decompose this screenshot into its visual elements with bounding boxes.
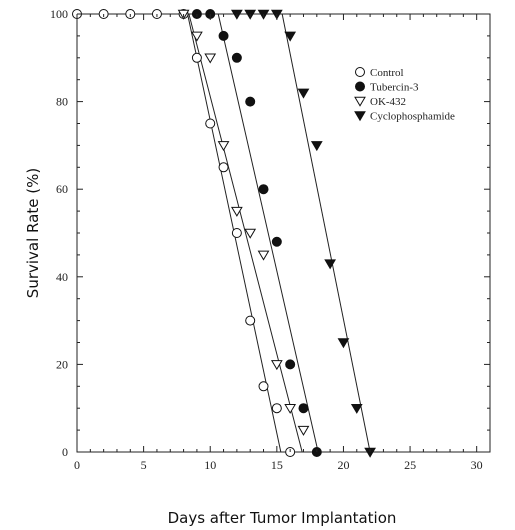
point-control xyxy=(258,381,269,392)
point-tubercin-3 xyxy=(231,52,242,63)
x-tick-label: 10 xyxy=(204,458,216,472)
fit-lines xyxy=(187,13,371,453)
x-axis-label: Days after Tumor Implantation xyxy=(168,509,397,527)
point-tubercin-3 xyxy=(258,184,269,195)
point-tubercin-3 xyxy=(245,96,256,107)
point-ok-432 xyxy=(204,53,217,64)
point-cyclophosphamide xyxy=(350,403,363,414)
legend: Control Tubercin-3 OK-432 Cyclophosphamide xyxy=(354,67,455,123)
point-ok-432 xyxy=(244,228,257,239)
point-control xyxy=(271,403,282,414)
point-ok-432 xyxy=(191,31,203,42)
x-tick-label: 15 xyxy=(271,458,283,472)
point-tubercin-3 xyxy=(298,403,309,414)
point-control xyxy=(191,52,202,63)
point-ok-432 xyxy=(217,141,230,152)
y-tick-label: 20 xyxy=(56,357,68,371)
point-cyclophosphamide xyxy=(364,447,376,458)
y-axis-label: Survival Rate (%) xyxy=(24,168,42,298)
x-tick-label: 25 xyxy=(404,458,416,472)
y-tick-label: 60 xyxy=(56,182,68,196)
point-control xyxy=(218,162,229,173)
legend-label-tubercin-3: Tubercin-3 xyxy=(370,82,419,94)
x-tick-label: 20 xyxy=(337,458,349,472)
y-tick-label: 100 xyxy=(50,7,68,21)
point-tubercin-3 xyxy=(218,30,229,41)
data-markers xyxy=(72,9,376,458)
y-tick-label: 40 xyxy=(56,270,68,284)
point-cyclophosphamide xyxy=(337,338,350,349)
x-tick-label: 30 xyxy=(471,458,483,472)
fit-line-cyclophosphamide xyxy=(281,13,371,453)
point-cyclophosphamide xyxy=(297,88,310,99)
point-tubercin-3 xyxy=(285,359,296,370)
point-cyclophosphamide xyxy=(310,141,323,152)
point-tubercin-3 xyxy=(271,236,282,247)
legend-label-ok-432: OK-432 xyxy=(370,96,406,108)
legend-marker-tubercin-3 xyxy=(355,81,365,92)
plot-area xyxy=(76,13,491,453)
point-ok-432 xyxy=(284,403,297,414)
legend-label-control: Control xyxy=(370,67,404,79)
fit-line-tubercin-3 xyxy=(217,13,319,453)
plot-frame xyxy=(76,13,491,453)
y-tick-label: 0 xyxy=(62,445,68,459)
y-axis-ticks: 0 20 40 60 80 100 xyxy=(50,7,490,459)
point-ok-432 xyxy=(270,360,283,371)
point-control xyxy=(205,118,216,129)
legend-marker-control xyxy=(355,67,365,77)
legend-label-cyclophosphamide: Cyclophosphamide xyxy=(370,111,455,123)
point-cyclophosphamide xyxy=(324,259,337,270)
point-cyclophosphamide xyxy=(284,31,297,42)
x-axis-ticks: 0 5 10 15 20 25 30 xyxy=(74,14,491,472)
x-tick-label: 5 xyxy=(141,458,147,472)
point-ok-432 xyxy=(230,206,243,217)
point-control xyxy=(245,315,256,326)
point-ok-432 xyxy=(257,250,270,261)
point-control xyxy=(231,228,242,238)
point-ok-432 xyxy=(297,425,310,436)
fit-line-ok-432 xyxy=(188,13,303,453)
legend-marker-cyclophosphamide xyxy=(354,111,366,122)
legend-marker-ok-432 xyxy=(354,96,366,107)
x-tick-label: 0 xyxy=(74,458,80,472)
y-tick-label: 80 xyxy=(56,95,68,109)
